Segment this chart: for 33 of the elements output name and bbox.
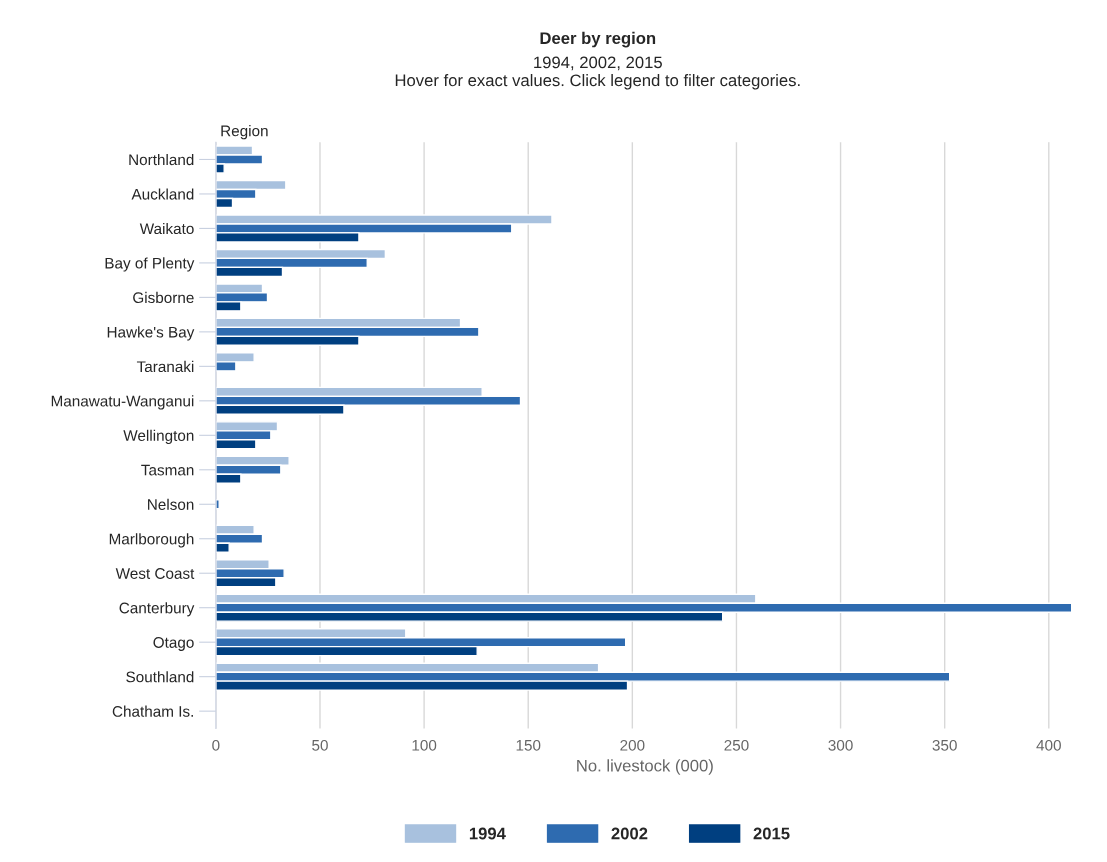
y-tick-label: Marlborough bbox=[109, 533, 194, 548]
legend-label: 1994 bbox=[469, 827, 506, 840]
y-tick-label: Hawke's Bay bbox=[107, 326, 195, 341]
y-tick-label: Waikato bbox=[139, 222, 194, 235]
y-tick-label: Taranaki bbox=[136, 360, 194, 373]
x-tick-label: 250 bbox=[724, 739, 749, 751]
y-tick-label: Manawatu-Wanganui bbox=[51, 395, 194, 410]
x-tick-label: 400 bbox=[1036, 739, 1061, 751]
legend-label: 2015 bbox=[753, 827, 790, 840]
x-tick-label: 200 bbox=[620, 739, 645, 751]
y-tick-label: Auckland bbox=[131, 188, 194, 200]
y-tick-label: Tasman bbox=[141, 464, 194, 476]
chart-subtitle: 1994, 2002, 2015 Hover for exact values. Click legend to filter categories. bbox=[395, 56, 800, 90]
y-tick-label: Gisborne bbox=[133, 291, 194, 304]
y-tick-label: Nelson bbox=[148, 498, 194, 510]
chart-title: Deer by region bbox=[540, 31, 656, 48]
y-axis-title: Region bbox=[221, 125, 268, 140]
legend-label: 2002 bbox=[611, 827, 648, 840]
x-tick-label: 350 bbox=[932, 739, 957, 751]
x-tick-label: 300 bbox=[828, 739, 853, 751]
x-tick-label: 0 bbox=[212, 739, 220, 751]
y-tick-label: Northland bbox=[129, 153, 194, 166]
y-tick-label: Otago bbox=[153, 637, 194, 651]
y-tick-label: Southland bbox=[126, 671, 194, 683]
y-tick-label: Canterbury bbox=[119, 602, 195, 617]
x-tick-label: 50 bbox=[312, 739, 328, 751]
y-tick-label: Wellington bbox=[123, 429, 194, 445]
x-tick-label: 150 bbox=[516, 739, 541, 751]
y-tick-label: Chatham Is. bbox=[112, 705, 193, 717]
y-tick-label: West Coast bbox=[115, 568, 195, 579]
x-tick-label: 100 bbox=[412, 739, 437, 751]
x-axis-title: No. livestock (000) bbox=[577, 759, 713, 775]
y-tick-label: Bay of Plenty bbox=[105, 257, 195, 272]
